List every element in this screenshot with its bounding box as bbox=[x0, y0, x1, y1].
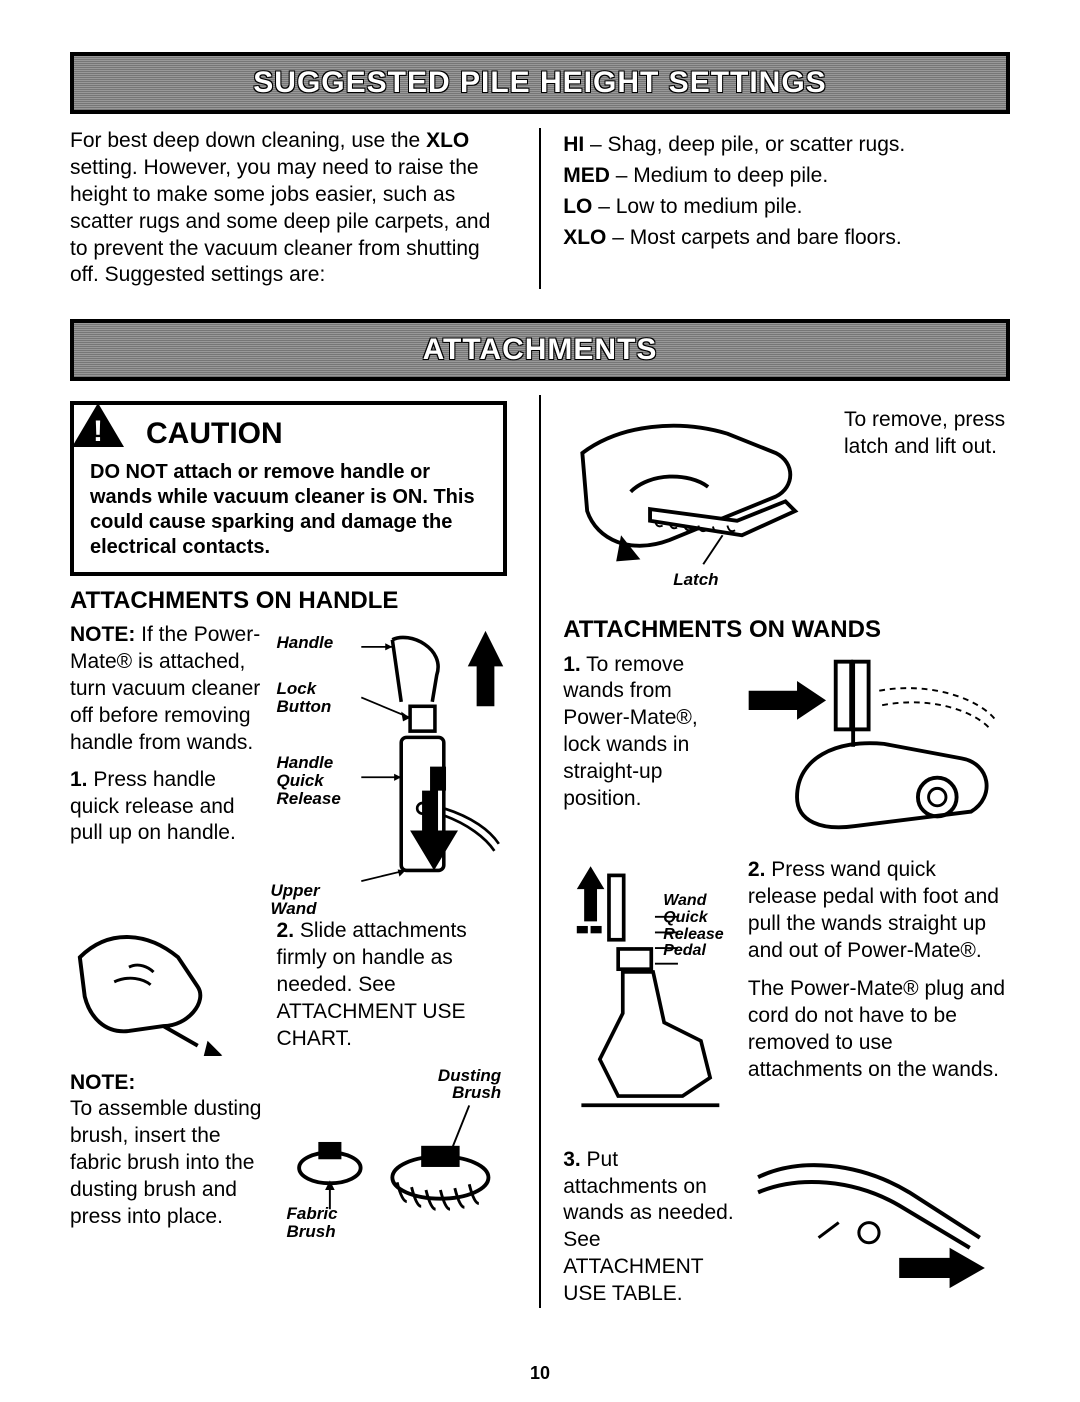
right-col: Latch To remove, press latch and lift ou… bbox=[559, 395, 1010, 1308]
handle-step1-text: NOTE: If the Power-Mate® is attached, tu… bbox=[70, 622, 267, 914]
label-hqr: Handle Quick Release bbox=[277, 754, 341, 808]
label-pedal: Wand Quick Release Pedal bbox=[663, 893, 724, 960]
caution-text: DO NOT attach or remove handle or wands … bbox=[90, 460, 487, 560]
banner-attachments-text: ATTACHMENTS bbox=[423, 333, 658, 366]
hands-icon bbox=[70, 918, 267, 1056]
manual-page: SUGGESTED PILE HEIGHT SETTINGS For best … bbox=[0, 0, 1080, 1402]
settings-list-col: HI – Shag, deep pile, or scatter rugs. M… bbox=[559, 128, 1010, 289]
caution-triangle-icon: ! bbox=[70, 401, 126, 449]
wand-attach-svg bbox=[748, 1147, 1010, 1298]
label-handle: Handle bbox=[277, 632, 334, 654]
powermate-svg bbox=[739, 652, 1010, 845]
label-fabric: Fabric Brush bbox=[287, 1205, 338, 1241]
wands-step3-illus bbox=[748, 1147, 1010, 1308]
setting-xlo: XLO – Most carpets and bare floors. bbox=[563, 225, 1010, 252]
left-col: ! CAUTION DO NOT attach or remove handle… bbox=[70, 395, 521, 1308]
label-upper: Upper Wand bbox=[271, 882, 320, 918]
handle-heading: ATTACHMENTS ON HANDLE bbox=[70, 586, 507, 617]
attachments-row: ! CAUTION DO NOT attach or remove handle… bbox=[70, 395, 1010, 1308]
setting-med: MED – Medium to deep pile. bbox=[563, 163, 1010, 190]
wands-step1-block: 1. To remove wands from Power-Mate®, loc… bbox=[563, 652, 1010, 853]
banner-pile-height: SUGGESTED PILE HEIGHT SETTINGS bbox=[70, 52, 1010, 114]
wands-step1-illus bbox=[739, 652, 1010, 853]
label-dusting: Dusting Brush bbox=[438, 1067, 501, 1103]
caution-box: ! CAUTION DO NOT attach or remove handle… bbox=[70, 401, 507, 575]
col-divider-2 bbox=[539, 395, 541, 1308]
handle-step2-block: NOTE: To assemble dusting brush, insert … bbox=[70, 918, 507, 1236]
brush-diagram: Dusting Brush Fabric Brush bbox=[277, 1067, 508, 1237]
settings-row: For best deep down cleaning, use the XLO… bbox=[70, 128, 1010, 289]
latch-block: Latch To remove, press latch and lift ou… bbox=[563, 395, 1010, 587]
label-lock: Lock Button bbox=[277, 680, 332, 716]
banner-attachments: ATTACHMENTS bbox=[70, 319, 1010, 381]
latch-svg bbox=[563, 395, 834, 579]
handle-diagram: Handle Lock Button Handle Quick Release … bbox=[277, 622, 508, 914]
latch-illus: Latch bbox=[563, 395, 834, 587]
note2-text: To assemble dusting brush, insert the fa… bbox=[70, 1096, 267, 1230]
settings-intro-col: For best deep down cleaning, use the XLO… bbox=[70, 128, 521, 289]
banner-pile-height-text: SUGGESTED PILE HEIGHT SETTINGS bbox=[253, 66, 826, 99]
svg-text:!: ! bbox=[93, 415, 103, 448]
wands-step2-block: Wand Quick Release Pedal 2. Press wand q… bbox=[563, 857, 1010, 1141]
handle-hands-illus: NOTE: To assemble dusting brush, insert … bbox=[70, 918, 267, 1236]
label-latch: Latch bbox=[673, 569, 718, 591]
latch-text: To remove, press latch and lift out. bbox=[844, 395, 1010, 461]
col-divider bbox=[539, 128, 541, 289]
handle-step2-right: 2. Slide attachments firmly on handle as… bbox=[277, 918, 508, 1236]
caution-title: CAUTION bbox=[146, 415, 487, 453]
handle-step1-block: NOTE: If the Power-Mate® is attached, tu… bbox=[70, 622, 507, 914]
wands-pedal-illus: Wand Quick Release Pedal bbox=[563, 857, 738, 1141]
page-number: 10 bbox=[0, 1363, 1080, 1384]
wands-step3-block: 3. Put attachments on wands as needed. S… bbox=[563, 1147, 1010, 1308]
wands-step3-text: 3. Put attachments on wands as needed. S… bbox=[563, 1147, 738, 1308]
wands-step2-text: 2. Press wand quick release pedal with f… bbox=[748, 857, 1010, 1141]
setting-lo: LO – Low to medium pile. bbox=[563, 194, 1010, 221]
settings-intro-text: For best deep down cleaning, use the XLO… bbox=[70, 128, 507, 289]
setting-hi: HI – Shag, deep pile, or scatter rugs. bbox=[563, 132, 1010, 159]
wands-step1-text: 1. To remove wands from Power-Mate®, loc… bbox=[563, 652, 729, 853]
wands-heading: ATTACHMENTS ON WANDS bbox=[563, 615, 1010, 646]
